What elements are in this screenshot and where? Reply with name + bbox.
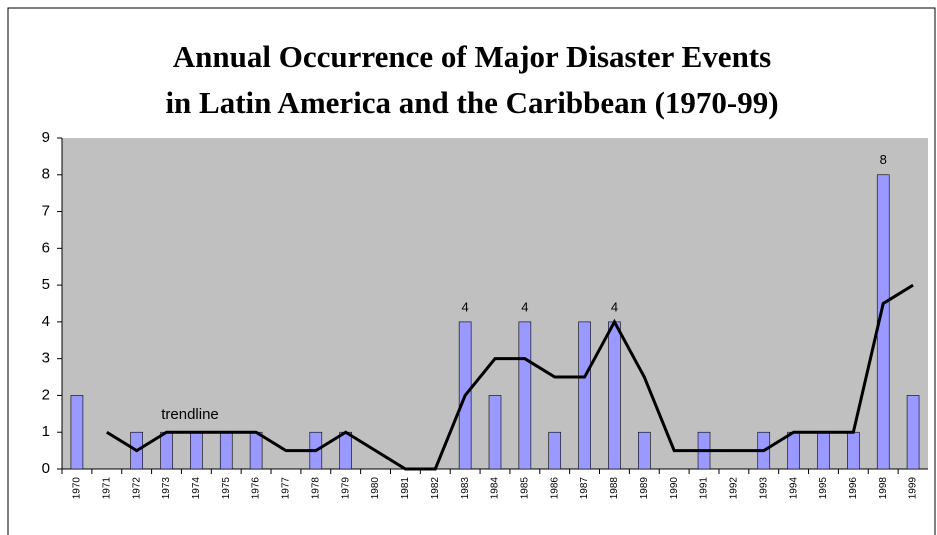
bar xyxy=(219,431,233,470)
x-tick-label: 1985 xyxy=(520,477,531,500)
bar xyxy=(638,431,651,470)
chart-title: in Latin America and the Caribbean (1970… xyxy=(165,85,778,120)
x-tick-label: 1996 xyxy=(848,477,859,500)
x-tick-label: 1994 xyxy=(788,477,799,500)
x-tick-label: 1971 xyxy=(101,477,112,500)
x-tick-label: 1976 xyxy=(251,477,262,500)
bar xyxy=(518,321,532,470)
x-tick-label: 1989 xyxy=(639,477,650,500)
x-tick-label: 1970 xyxy=(72,477,83,500)
data-label: 4 xyxy=(462,299,469,314)
y-tick-label: 8 xyxy=(42,166,50,183)
bar xyxy=(160,431,173,470)
bar xyxy=(190,431,203,470)
annotation: trendline xyxy=(161,406,219,423)
data-label: 4 xyxy=(611,299,618,314)
y-tick-label: 3 xyxy=(42,350,50,367)
x-tick-label: 1973 xyxy=(161,477,172,500)
x-tick-label: 1987 xyxy=(579,477,590,500)
y-tick-label: 4 xyxy=(42,313,50,330)
bar xyxy=(249,431,263,470)
y-tick-label: 5 xyxy=(42,276,50,293)
data-label: 8 xyxy=(880,152,887,167)
y-tick-label: 1 xyxy=(42,423,50,440)
trend-line xyxy=(106,283,914,471)
bar xyxy=(608,321,621,470)
bar xyxy=(817,431,830,470)
x-tick-label: 1998 xyxy=(878,477,889,500)
x-tick-label: 1978 xyxy=(310,477,321,500)
x-tick-label: 1972 xyxy=(131,477,142,500)
x-tick-label: 1995 xyxy=(818,477,829,500)
bar xyxy=(876,174,890,470)
x-tick-label: 1982 xyxy=(430,477,441,500)
x-tick-label: 1999 xyxy=(908,477,919,500)
bar xyxy=(906,395,920,470)
x-tick-label: 1975 xyxy=(221,477,232,500)
x-tick-label: 1977 xyxy=(281,477,292,500)
y-tick-label: 9 xyxy=(42,129,50,146)
y-tick-label: 7 xyxy=(42,203,50,220)
x-tick-label: 1979 xyxy=(340,477,351,500)
bar xyxy=(847,431,860,470)
y-tick-label: 2 xyxy=(42,386,50,403)
bar xyxy=(339,431,352,470)
x-tick-label: 1988 xyxy=(609,477,620,500)
data-label: 4 xyxy=(521,299,528,314)
y-tick-label: 0 xyxy=(42,460,50,477)
bar xyxy=(787,431,800,470)
x-tick-label: 1991 xyxy=(699,477,710,500)
bar xyxy=(488,395,502,470)
x-tick-label: 1990 xyxy=(669,477,680,500)
x-tick-label: 1992 xyxy=(729,477,740,500)
x-tick-label: 1986 xyxy=(549,477,560,500)
x-tick-label: 1981 xyxy=(400,477,411,500)
x-tick-label: 1984 xyxy=(490,477,501,500)
x-tick-label: 1993 xyxy=(758,477,769,500)
bar xyxy=(578,321,591,470)
bar xyxy=(70,395,84,470)
x-tick-label: 1983 xyxy=(460,477,471,500)
chart-title: Annual Occurrence of Major Disaster Even… xyxy=(173,39,771,74)
x-tick-label: 1980 xyxy=(370,477,381,500)
x-tick-label: 1974 xyxy=(191,477,202,500)
bar xyxy=(548,431,562,470)
y-tick-label: 6 xyxy=(42,239,50,256)
